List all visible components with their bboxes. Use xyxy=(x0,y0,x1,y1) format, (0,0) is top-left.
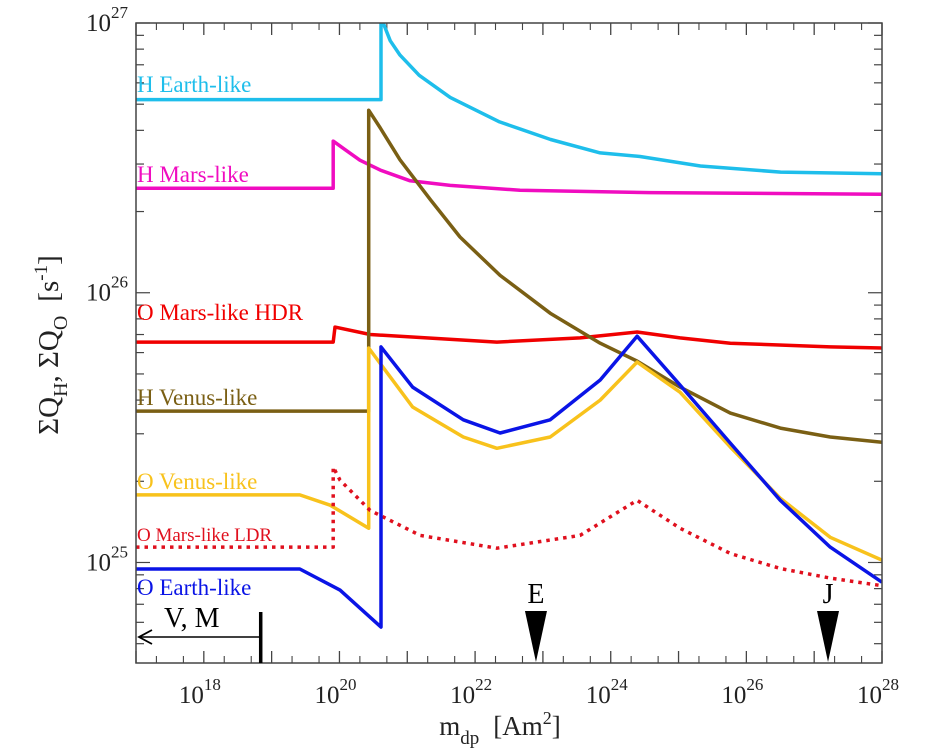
x-tick-exponent: 28 xyxy=(882,675,899,694)
x-tick-base: 10 xyxy=(314,682,339,709)
series-line-h-venus-like xyxy=(136,108,882,445)
venus-mars-label: V, M xyxy=(164,603,220,634)
x-tick-base: 10 xyxy=(721,682,746,709)
annotation-earth: E xyxy=(524,579,547,662)
series-layer xyxy=(136,23,882,629)
y-axis-title-s2: O xyxy=(50,316,72,330)
series-label-o-mars-hdr: O Mars-like HDR xyxy=(137,300,304,325)
x-tick-label: 1020 xyxy=(314,675,356,709)
y-axis-title-s1: H xyxy=(50,382,72,396)
annotation-venus-mars: V, M xyxy=(137,603,263,663)
y-tick-exponent: 26 xyxy=(111,273,128,292)
x-tick-exponent: 18 xyxy=(204,675,221,694)
x-tick-base: 10 xyxy=(179,682,204,709)
x-axis-title-unit: [Am xyxy=(493,711,543,741)
y-tick-exponent: 27 xyxy=(111,3,129,22)
series-label-h-earth: H Earth-like xyxy=(137,72,251,97)
x-axis-title-sub: dp xyxy=(460,728,479,749)
x-tick-label: 1026 xyxy=(721,675,763,709)
series-label-h-mars: H Mars-like xyxy=(137,162,249,187)
x-tick-label: 1018 xyxy=(179,675,221,709)
earth-marker-label: E xyxy=(527,579,544,610)
series-label-o-venus: O Venus-like xyxy=(137,469,257,494)
x-tick-exponent: 22 xyxy=(475,675,492,694)
y-tick-label: 1026 xyxy=(86,273,128,307)
y-tick-label: 1027 xyxy=(86,3,129,37)
x-tick-label: 1022 xyxy=(450,675,492,709)
annotation-jupiter: J xyxy=(817,579,840,662)
x-tick-label: 1024 xyxy=(586,675,629,709)
x-axis-title-unit-exp: 2 xyxy=(543,708,552,728)
series-label-o-earth: O Earth-like xyxy=(137,575,251,600)
x-tick-exponent: 20 xyxy=(339,675,356,694)
earth-arrow-marker xyxy=(524,611,547,662)
series-line-o-earth-like xyxy=(136,334,882,629)
y-tick-base: 10 xyxy=(86,10,111,37)
y-tick-base: 10 xyxy=(86,549,111,576)
x-axis-title-main: m xyxy=(439,711,460,741)
series-line-h-earth-like xyxy=(136,23,882,176)
series-line-o-mars-like-hdr xyxy=(136,325,882,350)
x-axis-title: mdp [Am2] xyxy=(439,708,561,749)
y-axis-title-p1: ΣQ xyxy=(33,397,65,435)
plot-frame xyxy=(135,22,883,664)
x-tick-exponent: 26 xyxy=(746,675,763,694)
y-tick-exponent: 25 xyxy=(111,542,128,561)
x-axis-title-unit-close: ] xyxy=(552,711,561,741)
y-axis-title: ΣQH, ΣQO [s-1] xyxy=(31,255,72,435)
x-tick-label: 1028 xyxy=(857,675,899,709)
series-label-h-venus: H Venus-like xyxy=(137,385,257,410)
x-tick-base: 10 xyxy=(857,682,882,709)
y-tick-base: 10 xyxy=(86,280,111,307)
y-axis-title-unit-exp: -1 xyxy=(31,265,52,281)
series-line-h-mars-like xyxy=(136,139,882,196)
left-arrowhead-icon xyxy=(137,629,153,645)
series-label-o-mars-ldr: O Mars-like LDR xyxy=(137,525,272,546)
y-axis-title-unit-close: ] xyxy=(33,255,65,265)
x-tick-exponent: 24 xyxy=(611,675,629,694)
y-axis-title-unit: [s xyxy=(33,281,65,302)
x-tick-base: 10 xyxy=(586,682,611,709)
series-line-o-mars-like-ldr xyxy=(136,465,882,588)
jupiter-arrow-marker xyxy=(817,611,840,662)
jupiter-marker-label: J xyxy=(823,579,834,610)
x-tick-base: 10 xyxy=(450,682,475,709)
y-axis-title-sep: , ΣQ xyxy=(33,330,65,382)
y-tick-label: 1025 xyxy=(86,542,128,576)
